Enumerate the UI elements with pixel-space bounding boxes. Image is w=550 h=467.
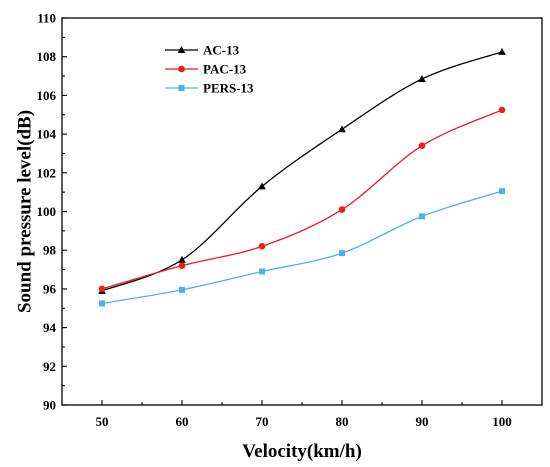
data-point-pac-13: [178, 262, 186, 269]
y-tick-label: 90: [43, 398, 56, 413]
legend-item-pers-13: PERS-13: [165, 81, 254, 96]
data-point-pers-13: [339, 250, 345, 257]
plot-frame: [61, 17, 543, 406]
series-line-pac-13: [101, 109, 503, 290]
data-point-ac-13: [178, 255, 186, 263]
x-tick-label: 60: [176, 414, 189, 429]
data-point-ac-13: [418, 74, 426, 82]
y-tick-label: 108: [37, 49, 57, 64]
legend-marker: [178, 65, 185, 73]
x-tick-label: 80: [336, 414, 349, 429]
data-point-pers-13: [99, 300, 105, 307]
legend: AC-13 PAC-13 PERS-13: [165, 43, 254, 96]
data-point-pers-13: [419, 213, 425, 220]
data-point-pac-13: [258, 243, 266, 250]
data-point-pac-13: [338, 206, 346, 213]
y-tick-label: 104: [37, 127, 57, 142]
data-point-pers-13: [499, 188, 505, 195]
y-tick-label: 100: [37, 204, 57, 219]
y-tick-label: 110: [37, 11, 56, 26]
axes: 50 60 70 80 90 100 90 92 94 96 98 100 102 104 106 108 11…: [37, 11, 543, 429]
legend-item-ac-13: AC-13: [165, 43, 240, 58]
x-axis-title: Velocity(km/h): [242, 441, 362, 462]
x-tick-label: 100: [492, 414, 512, 429]
legend-item-pac-13: PAC-13: [165, 62, 247, 77]
x-tick-label: 70: [256, 414, 269, 429]
x-tick-label: 50: [96, 414, 109, 429]
series-pac-13: [98, 106, 506, 293]
legend-label: PERS-13: [203, 81, 254, 96]
y-tick-label: 92: [43, 359, 56, 374]
series-ac-13: [98, 47, 506, 294]
y-axis-title: Sound pressure level(dB): [15, 110, 36, 313]
legend-marker: [177, 46, 186, 53]
data-point-pac-13: [498, 106, 506, 114]
y-tick-label: 96: [43, 281, 57, 296]
x-tick-label: 90: [416, 414, 429, 429]
series-line-pers-13: [101, 190, 503, 305]
legend-label: AC-13: [203, 43, 240, 58]
series-layer: [98, 47, 506, 307]
legend-label: PAC-13: [203, 62, 247, 77]
data-point-pac-13: [418, 142, 426, 150]
data-point-ac-13: [258, 182, 266, 190]
y-tick-label: 94: [43, 320, 57, 335]
y-tick-label: 98: [43, 243, 57, 258]
legend-marker: [178, 85, 185, 91]
data-point-ac-13: [498, 47, 506, 55]
y-tick-label: 106: [37, 88, 57, 103]
data-point-ac-13: [338, 125, 346, 133]
data-point-pers-13: [259, 268, 265, 275]
y-tick-label: 102: [37, 165, 57, 180]
series-pers-13: [99, 188, 505, 307]
data-point-pers-13: [179, 286, 185, 293]
data-point-pac-13: [98, 285, 106, 293]
series-line-ac-13: [101, 51, 503, 292]
